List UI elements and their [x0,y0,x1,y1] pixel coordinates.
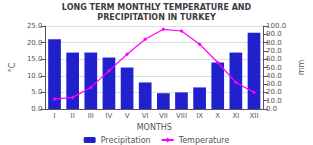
svg-text:0.0: 0.0 [266,105,277,113]
svg-text:30.0: 30.0 [266,80,282,88]
svg-text:II: II [71,112,75,120]
svg-text:V: V [125,112,130,120]
svg-text:20.0: 20.0 [27,39,43,47]
svg-text:25.0: 25.0 [27,22,43,30]
svg-text:VIII: VIII [176,112,187,120]
svg-text:5.0: 5.0 [31,88,42,96]
svg-text:VII: VII [159,112,168,120]
svg-text:Temperature: Temperature [178,136,230,145]
svg-text:IX: IX [196,112,203,120]
svg-text:70.0: 70.0 [266,47,282,55]
svg-text:XI: XI [232,112,239,120]
svg-text:LONG TERM MONTHLY TEMPERATURE: LONG TERM MONTHLY TEMPERATURE AND [62,3,252,12]
svg-text:40.0: 40.0 [266,72,282,80]
svg-text:50.0: 50.0 [266,64,282,72]
svg-text:0.0: 0.0 [31,105,42,113]
svg-text:10.0: 10.0 [266,97,282,105]
svg-text:mm: mm [297,60,306,76]
svg-text:IV: IV [106,112,113,120]
svg-text:100.0: 100.0 [266,22,286,30]
svg-text:°C: °C [8,62,17,72]
svg-text:Precipitation: Precipitation [101,136,151,145]
svg-text:I: I [54,112,56,120]
svg-text:PRECIPITATION IN TURKEY: PRECIPITATION IN TURKEY [97,13,216,22]
svg-text:MONTHS: MONTHS [137,123,172,132]
svg-text:XII: XII [250,112,259,120]
svg-text:20.0: 20.0 [266,88,282,96]
svg-text:60.0: 60.0 [266,55,282,63]
svg-text:X: X [215,112,220,120]
svg-text:80.0: 80.0 [266,39,282,47]
svg-text:90.0: 90.0 [266,30,282,38]
svg-text:15.0: 15.0 [27,55,43,63]
svg-text:10.0: 10.0 [27,72,43,80]
svg-text:III: III [88,112,94,120]
svg-text:VI: VI [142,112,149,120]
